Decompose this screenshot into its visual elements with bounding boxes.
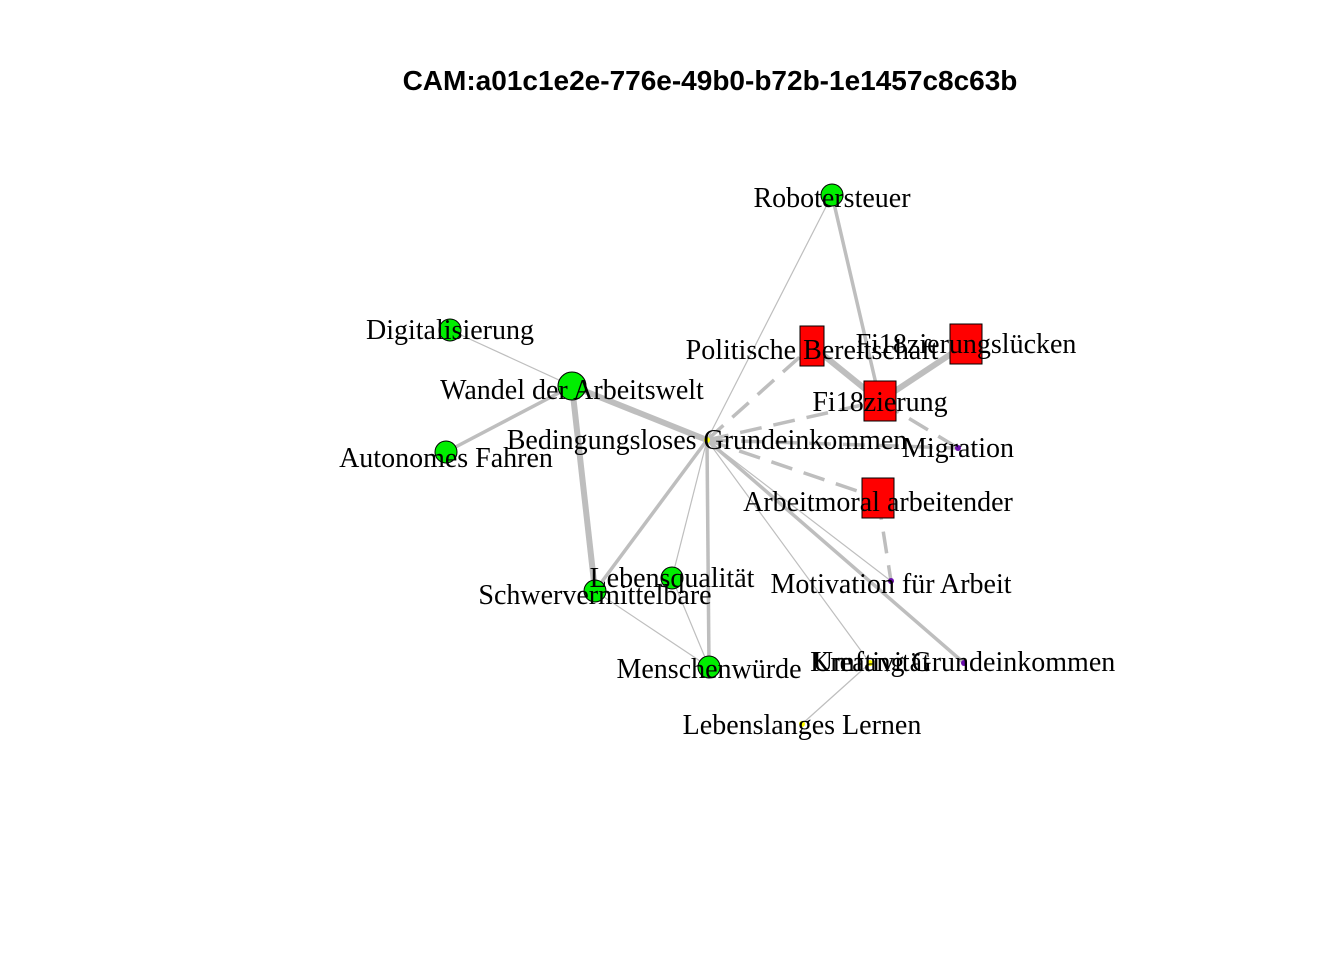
node-finlueck xyxy=(949,323,983,365)
nodes-layer xyxy=(434,183,983,727)
edge-bge-wandel xyxy=(570,383,709,443)
node-auto xyxy=(434,440,458,464)
node-label-auto: Autonomes Fahren xyxy=(339,443,553,474)
node-wandel xyxy=(557,371,587,401)
node-migration xyxy=(955,445,961,451)
node-motiv xyxy=(888,578,894,584)
labels-layer: Robotersteuer Digitalisierung Wandel der A… xyxy=(339,183,1115,741)
edge-lebensq-wuerde xyxy=(671,577,710,668)
diagram-title: CAM:a01c1e2e-776e-49b0-b72b-1e1457c8c63b xyxy=(403,65,1018,96)
edge-bge-schwer xyxy=(593,438,709,593)
edge-bge-umfang xyxy=(705,438,966,665)
node-label-lernen: Lebenslanges Lernen xyxy=(683,710,922,741)
node-label-finlueck: Fi18zierungslücken xyxy=(856,329,1077,360)
node-wuerde xyxy=(697,655,721,679)
node-label-polit: Politische Bereitschaft xyxy=(686,335,939,366)
node-label-schwer: Schwervermittelbare xyxy=(478,580,711,611)
node-label-motiv: Motivation für Arbeit xyxy=(770,569,1011,600)
node-lernen xyxy=(799,721,805,727)
edge-wandel-digital xyxy=(449,329,573,387)
node-label-migration: Migration xyxy=(902,433,1014,464)
node-fin xyxy=(863,380,897,422)
node-label-wuerde: Menschenwürde xyxy=(616,654,801,685)
edge-bge-migration xyxy=(706,438,959,450)
node-lebensq xyxy=(660,566,684,590)
edge-bge-moral xyxy=(706,438,879,500)
node-bge xyxy=(704,437,710,443)
node-label-lebensq: Lebensqualität xyxy=(590,563,755,594)
edge-wandel-auto xyxy=(445,384,573,454)
node-label-wandel: Wandel der Arbeitswelt xyxy=(440,375,704,406)
node-label-fin: Fi18zierung xyxy=(812,387,947,418)
edge-wandel-schwer xyxy=(569,385,598,592)
edge-bge-fin xyxy=(706,399,881,442)
node-umfang xyxy=(961,660,967,666)
edge-bge-polit xyxy=(705,344,814,442)
edges-layer xyxy=(445,194,968,725)
node-label-umfang: Umfang Grundeinkommen xyxy=(813,647,1116,678)
edge-roboter-fin xyxy=(830,194,882,402)
edge-bge-roboter xyxy=(706,194,833,441)
edge-bge-lebensq xyxy=(671,439,708,579)
edge-bge-motiv xyxy=(706,439,892,582)
edge-bge-wuerde xyxy=(705,439,711,668)
edge-schwer-wuerde xyxy=(594,590,710,668)
edge-bge-kreat xyxy=(706,439,871,664)
node-digital xyxy=(438,318,462,342)
node-label-kreat: Kreativität xyxy=(810,647,930,678)
node-kreat xyxy=(867,660,873,666)
node-moral xyxy=(861,477,895,519)
edge-kreat-lernen xyxy=(801,662,871,725)
node-label-bge: Bedingungsloses Grundeinkommen xyxy=(507,425,908,456)
node-schwer xyxy=(583,579,607,603)
node-label-digital: Digitalisierung xyxy=(366,315,534,346)
node-roboter xyxy=(820,183,844,207)
node-polit xyxy=(799,325,825,367)
node-label-moral: Arbeitmoral arbeitender xyxy=(743,487,1013,518)
node-label-roboter: Robotersteuer xyxy=(753,183,911,214)
